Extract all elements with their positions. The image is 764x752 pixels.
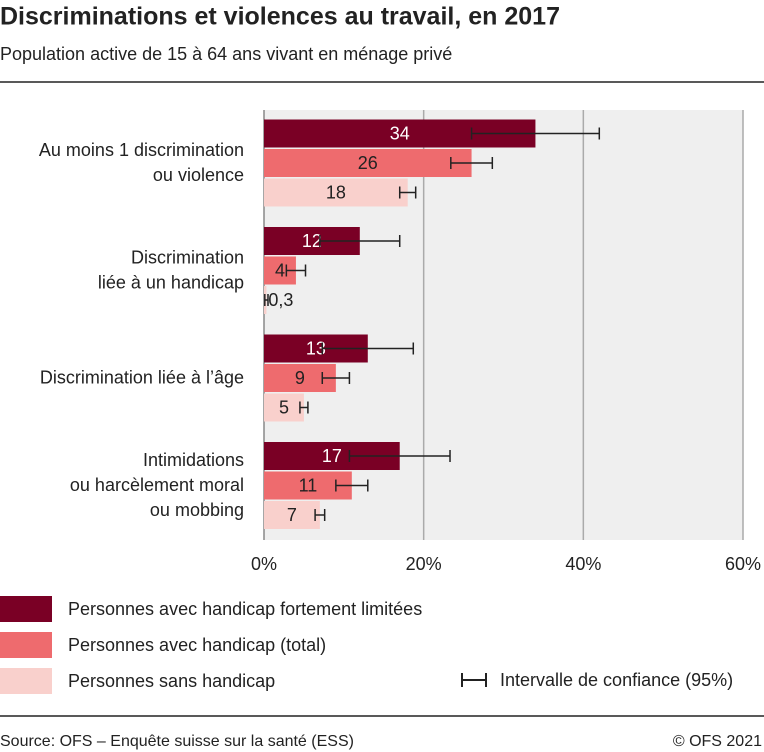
- x-tick-label: 0%: [251, 554, 277, 574]
- y-tick-label: Discrimination: [131, 248, 244, 268]
- error-bar: [285, 264, 307, 277]
- value-label: 4: [275, 260, 285, 280]
- error-bar: [398, 186, 417, 199]
- y-tick-label: Au moins 1 discrimination: [39, 140, 244, 160]
- error-bar: [470, 127, 601, 140]
- value-label: 11: [299, 475, 318, 495]
- y-tick-label: ou violence: [153, 165, 244, 185]
- value-label: 26: [358, 153, 378, 173]
- error-bar: [321, 372, 351, 384]
- bar: [264, 393, 304, 422]
- x-tick-label: 40%: [565, 554, 601, 574]
- y-tick-label: ou mobbing: [150, 500, 244, 520]
- bar: [264, 178, 408, 207]
- x-tick-label: 60%: [725, 554, 761, 574]
- value-label: 13: [306, 338, 326, 358]
- error-bar: [319, 235, 401, 247]
- value-label: 34: [390, 123, 410, 143]
- y-tick-label: Intimidations: [143, 450, 244, 470]
- copyright: © OFS 2021: [673, 733, 762, 750]
- value-label: 9: [295, 368, 305, 388]
- value-label: 5: [279, 397, 289, 417]
- legend-swatch: [0, 632, 52, 658]
- legend-error-icon: [461, 673, 487, 687]
- x-tick-label: 20%: [406, 554, 442, 574]
- value-label: 0,3: [268, 290, 293, 310]
- error-bar: [321, 342, 415, 355]
- y-tick-label: liée à un handicap: [98, 273, 244, 293]
- chart-subtitle: Population active de 15 à 64 ans vivant …: [0, 44, 452, 64]
- value-label: 18: [326, 182, 346, 202]
- chart-title: Discriminations et violences au travail,…: [0, 3, 560, 31]
- source: Source: OFS – Enquête suisse sur la sant…: [0, 733, 354, 750]
- error-bar: [450, 157, 494, 169]
- error-bar: [314, 509, 326, 521]
- error-bar: [348, 450, 451, 462]
- legend-label: Intervalle de confiance (95%): [500, 670, 733, 690]
- bar: [264, 149, 472, 177]
- legend-swatch: [0, 668, 52, 694]
- legend-swatch: [0, 596, 52, 622]
- legend-label: Personnes avec handicap fortement limité…: [68, 599, 422, 619]
- value-label: 17: [322, 446, 342, 466]
- value-label: 7: [287, 505, 297, 525]
- legend-label: Personnes sans handicap: [68, 671, 275, 691]
- error-bar: [335, 479, 369, 492]
- legend-label: Personnes avec handicap (total): [68, 635, 326, 655]
- error-bar: [299, 401, 309, 414]
- error-bar: [264, 294, 269, 306]
- y-tick-label: Discrimination liée à l’âge: [40, 368, 244, 388]
- y-tick-label: ou harcèlement moral: [70, 475, 244, 495]
- value-label: 12: [302, 231, 322, 251]
- bar: [264, 501, 320, 529]
